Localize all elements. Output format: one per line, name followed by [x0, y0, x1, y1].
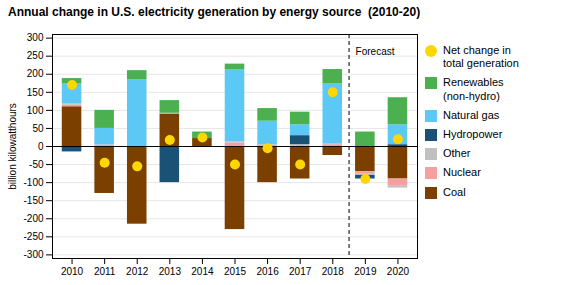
- svg-text:2020: 2020: [387, 266, 410, 277]
- svg-text:2017: 2017: [289, 266, 312, 277]
- html-text:Natural gas: Natural gas: [443, 108, 500, 121]
- svg-text:2018: 2018: [322, 266, 345, 277]
- svg-text:-50: -50: [29, 159, 44, 170]
- html-text:Renewables (non-hydro): Renewables (non-hydro): [443, 76, 504, 102]
- html-text:Other: Other: [443, 147, 471, 160]
- html-text:Annual change in U.S. electric: Annual change in U.S. electricity genera…: [8, 5, 421, 19]
- svg-text:200: 200: [27, 68, 44, 79]
- svg-text:billion kilowatthours: billion kilowatthours: [7, 103, 18, 190]
- html-text:Hydropower: Hydropower: [443, 127, 503, 140]
- svg-text:150: 150: [27, 87, 44, 98]
- svg-text:-100: -100: [23, 177, 43, 188]
- svg-text:2013: 2013: [159, 266, 182, 277]
- svg-text:2010: 2010: [61, 266, 84, 277]
- html-text:Nuclear: Nuclear: [443, 166, 481, 179]
- svg-text:100: 100: [27, 105, 44, 116]
- svg-text:2015: 2015: [224, 266, 247, 277]
- svg-text:2012: 2012: [126, 266, 149, 277]
- svg-text:-150: -150: [23, 195, 43, 206]
- svg-text:0: 0: [38, 141, 44, 152]
- svg-text:2014: 2014: [191, 266, 214, 277]
- svg-text:250: 250: [27, 50, 44, 61]
- svg-text:2019: 2019: [354, 266, 377, 277]
- html-text:Net change in total generation: Net change in total generation: [443, 44, 519, 70]
- svg-text:50: 50: [32, 123, 44, 134]
- svg-text:300: 300: [27, 32, 44, 43]
- svg-text:-200: -200: [23, 213, 43, 224]
- svg-text:2016: 2016: [256, 266, 279, 277]
- svg-text:Forecast: Forecast: [356, 46, 395, 57]
- svg-text:2011: 2011: [94, 266, 116, 277]
- html-text:Coal: Coal: [443, 185, 466, 198]
- svg-text:-300: -300: [23, 249, 43, 260]
- svg-text:-250: -250: [23, 231, 43, 242]
